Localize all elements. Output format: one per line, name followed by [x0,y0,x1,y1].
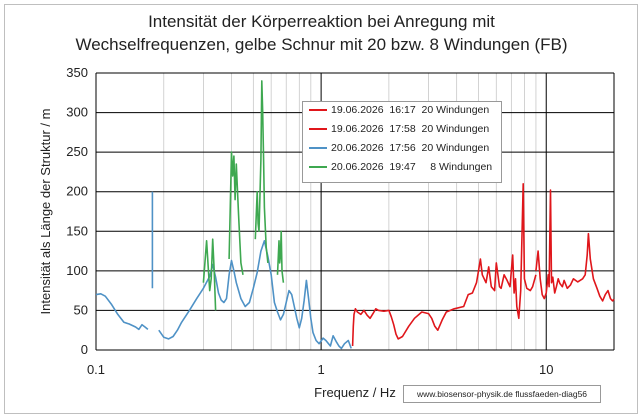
y-tick-label: 350 [66,65,88,80]
chart-title: Intensität der Körperreaktion bei Anregu… [0,10,643,56]
legend-label: 19.06.2026 16:17 20 Windungen [331,104,490,117]
y-tick-label: 200 [66,184,88,199]
y-tick-label: 250 [66,144,88,159]
chart-title-line-1: Intensität der Körperreaktion bei Anregu… [148,12,495,31]
legend-swatch [309,166,327,169]
legend-label: 20.06.2026 19:47 8 Windungen [331,161,493,174]
legend: 19.06.2026 16:17 20 Windungen 19.06.2026… [302,101,502,183]
watermark-label: www.biosensor-physik.de flussfaeden-diag… [403,385,601,403]
legend-swatch [309,128,327,131]
y-tick-label: 300 [66,105,88,120]
y-tick-label: 0 [81,342,88,357]
y-axis-label: Intensität als Länge der Struktur / m [38,109,53,315]
chart-title-line-2: Wechselfrequenzen, gelbe Schnur mit 20 b… [75,35,568,54]
chart-frame [4,4,638,414]
series-line-2 [535,189,615,302]
legend-label: 19.06.2026 17:58 20 Windungen [331,123,490,136]
x-axis-label: Frequenz / Hz [314,385,396,400]
series-line-4 [202,80,285,311]
x-tick-label: 0.1 [87,362,105,377]
x-tick-label: 10 [539,362,553,377]
legend-swatch [309,109,327,112]
legend-swatch [309,147,327,150]
legend-item: 20.06.2026 17:56 20 Windungen [309,142,489,158]
legend-label: 20.06.2026 17:56 20 Windungen [331,142,490,155]
y-tick-label: 150 [66,223,88,238]
legend-item: 19.06.2026 17:58 20 Windungen [309,123,489,139]
y-tick-label: 100 [66,263,88,278]
y-tick-label: 50 [74,302,88,317]
legend-item: 19.06.2026 16:17 20 Windungen [309,104,489,120]
series-line-1 [351,183,537,347]
series-line-3 [95,191,352,350]
x-tick-label: 1 [317,362,324,377]
legend-item: 20.06.2026 19:47 8 Windungen [309,161,492,177]
